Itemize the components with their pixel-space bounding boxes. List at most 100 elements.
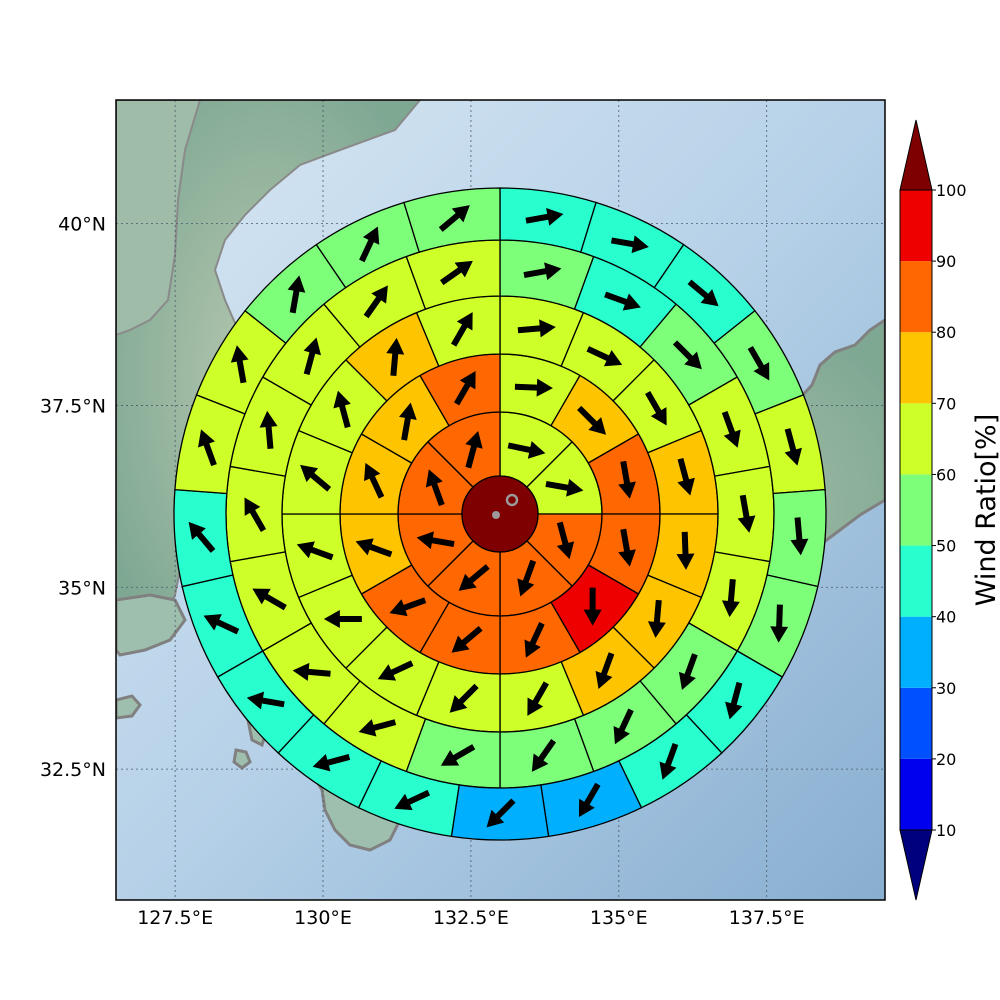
- wind-arrow: [618, 460, 636, 499]
- lon-tick-labels: 127.5°E 130°E 132.5°E 135°E 137.5°E: [137, 907, 804, 929]
- wind-arrow: [292, 662, 331, 681]
- wind-arrow: [451, 312, 473, 347]
- wind-arrow: [486, 798, 516, 828]
- wind-arrow: [524, 622, 545, 658]
- wind-arrow: [230, 345, 249, 384]
- wind-arrow: [364, 462, 385, 499]
- land-goto: [232, 748, 252, 770]
- lon-tick-label: 130°E: [294, 907, 352, 929]
- wind-arrow: [359, 226, 380, 263]
- wind-arrow: [678, 653, 698, 690]
- colorbar-outline: [899, 189, 933, 831]
- wind-arrow: [355, 538, 393, 558]
- wind-arrow: [188, 521, 216, 553]
- lon-tick-label: 135°E: [590, 907, 648, 929]
- wind-arrow: [687, 279, 719, 307]
- wind-arrow: [604, 291, 641, 311]
- wind-arrow: [645, 391, 667, 426]
- wind-arrow: [389, 597, 427, 617]
- wind-arrow: [296, 541, 334, 561]
- wind-arrow: [287, 275, 306, 314]
- lon-tick-label: 137.5°E: [729, 907, 805, 929]
- wind-arrow: [556, 521, 575, 560]
- wind-arrow: [618, 528, 636, 567]
- land-continent-west: [116, 100, 202, 337]
- wind-arrow: [465, 430, 483, 469]
- wind-arrow: [312, 753, 351, 772]
- wind-arrow: [578, 782, 601, 818]
- colorbar-segment: [900, 687, 932, 759]
- wind-arrow: [610, 235, 649, 254]
- colorbar-tick-label: 90: [936, 252, 956, 271]
- colorbar-extend-max: [899, 119, 933, 191]
- wind-arrow: [333, 390, 351, 429]
- wind-arrow: [531, 738, 557, 772]
- colorbar-segment: [900, 758, 932, 830]
- wind-arrow: [425, 469, 445, 507]
- wind-arrow: [721, 410, 741, 448]
- wind-arrow: [300, 464, 332, 492]
- lat-tick-labels: 40°N 37.5°N 35°N 32.5°N: [40, 214, 106, 781]
- lat-tick-label: 40°N: [58, 214, 106, 236]
- wind-arrow: [440, 744, 476, 766]
- lat-tick-label: 35°N: [58, 577, 106, 599]
- wind-arrow: [784, 428, 802, 466]
- wind-arrow: [303, 337, 322, 376]
- colorbar-tick-label: 30: [936, 679, 956, 698]
- wind-arrow: [198, 429, 217, 467]
- wind-ratio-rings: [173, 187, 827, 841]
- wind-arrow: [525, 207, 564, 226]
- wind-arrow: [586, 346, 623, 367]
- wind-arrow: [252, 588, 287, 611]
- wind-arrow: [439, 260, 473, 286]
- lon-tick-label: 132.5°E: [433, 907, 509, 929]
- wind-arrow: [595, 652, 615, 690]
- center-island: [492, 511, 500, 519]
- wind-arrow: [523, 262, 562, 281]
- wind-arrow: [363, 285, 388, 319]
- wind-arrow: [386, 337, 405, 377]
- colorbar-segment: [900, 403, 932, 475]
- colorbar-tick-label: 80: [936, 323, 956, 342]
- wind-arrow: [259, 410, 278, 450]
- wind-arrow: [676, 531, 695, 570]
- wind-arrow: [721, 578, 740, 618]
- center-disk: [461, 475, 539, 553]
- colorbar-segment: [900, 332, 932, 404]
- colorbar-tick-label: 20: [936, 750, 956, 769]
- wind-arrow: [203, 614, 240, 635]
- colorbar-tick-label: 50: [936, 537, 956, 556]
- wind-arrow: [672, 340, 702, 370]
- wind-arrow: [790, 517, 809, 556]
- wind-arrow: [583, 587, 602, 626]
- colorbar-segment: [900, 474, 932, 546]
- wind-arrow: [246, 691, 285, 710]
- wind-arrow: [747, 346, 770, 381]
- lat-tick-label: 37.5°N: [40, 395, 106, 417]
- colorbar-title: Wind Ratio[%]: [971, 414, 1000, 606]
- land-south-peninsula: [116, 593, 187, 657]
- wind-arrow: [677, 457, 695, 496]
- colorbar-tick-label: 10: [936, 821, 956, 840]
- wind-arrow: [577, 405, 607, 435]
- wind-arrow: [416, 531, 455, 550]
- wind-arrow: [647, 599, 666, 638]
- wind-arrow: [244, 497, 267, 532]
- wind-arrow: [394, 789, 431, 811]
- wind-arrow: [507, 441, 546, 459]
- wind-arrow: [517, 559, 537, 597]
- wind-arrow: [451, 626, 483, 653]
- wind-arrow: [323, 610, 362, 629]
- colorbar-tick-label: 70: [936, 394, 956, 413]
- wind-arrow: [438, 205, 470, 232]
- wind-arrow: [399, 402, 417, 441]
- map-frame: [115, 99, 886, 901]
- wind-arrow: [725, 681, 743, 720]
- wind-arrow: [737, 494, 756, 533]
- wind-arrow: [527, 681, 549, 716]
- wind-arrow: [449, 683, 479, 713]
- wind-arrow: [545, 478, 584, 497]
- colorbar-segment: [900, 261, 932, 333]
- colorbar-extend-min: [899, 829, 933, 901]
